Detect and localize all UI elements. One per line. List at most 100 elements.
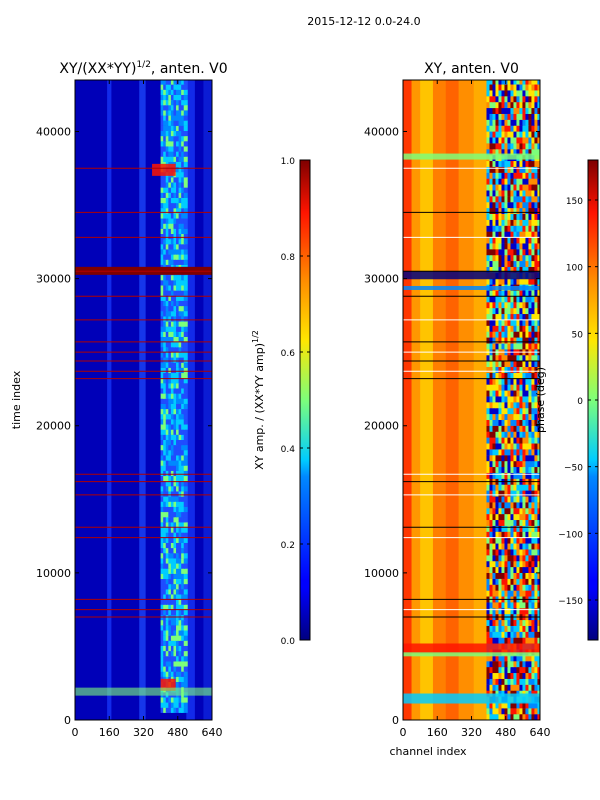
phase-cell — [537, 260, 540, 267]
phase-cell — [531, 525, 535, 532]
phase-cell — [528, 561, 532, 568]
heatmap-cell — [173, 151, 178, 157]
phase-cell — [495, 502, 499, 509]
phase-cell — [519, 543, 523, 550]
phase-cell — [492, 425, 496, 432]
heatmap-cell — [168, 619, 173, 626]
heatmap-cell — [173, 697, 178, 703]
phase-cell — [492, 413, 496, 420]
heatmap-cell — [170, 553, 175, 559]
heatmap-cell — [178, 393, 183, 399]
phase-cell — [510, 296, 514, 303]
heatmap-cell — [168, 434, 173, 440]
phase-cell — [531, 702, 535, 709]
heatmap-cell — [176, 470, 181, 477]
heatmap-cell — [160, 666, 165, 672]
phase-cell — [501, 231, 505, 238]
phase-cell — [495, 714, 499, 720]
phase-cell — [495, 143, 499, 150]
heatmap-cell — [178, 290, 183, 296]
phase-cell — [513, 213, 517, 220]
heatmap-cell — [165, 110, 170, 116]
heatmap-cell — [181, 563, 186, 569]
phase-cell — [495, 308, 499, 315]
heatmap-cell — [163, 141, 168, 147]
heatmap-cell — [168, 625, 173, 631]
phase-cell — [519, 343, 523, 350]
phase-cell — [489, 278, 493, 285]
heatmap-cell — [183, 403, 188, 410]
heatmap-cell — [176, 609, 181, 616]
phase-cell — [504, 637, 508, 644]
heatmap-cell — [176, 377, 181, 384]
heatmap-cell — [173, 213, 178, 219]
phase-cell — [498, 225, 502, 232]
phase-cell — [528, 80, 532, 85]
heatmap-cell — [165, 177, 170, 183]
heatmap-cell — [165, 640, 170, 646]
heatmap-cell — [168, 254, 173, 260]
phase-cell — [492, 278, 496, 285]
heatmap-cell — [168, 362, 173, 368]
heatmap-cell — [181, 146, 186, 152]
phase-cell — [507, 355, 511, 362]
heatmap-cell — [176, 223, 181, 229]
heatmap-cell — [183, 594, 188, 600]
heatmap-cell — [181, 249, 186, 255]
heatmap-cell — [178, 105, 183, 111]
phase-cell — [516, 137, 520, 144]
phase-cell — [525, 566, 529, 573]
heatmap-cell — [168, 233, 173, 240]
phase-cell — [504, 119, 508, 126]
phase-cell — [486, 578, 490, 585]
heatmap-cell — [173, 563, 178, 569]
phase-cell — [498, 202, 502, 209]
phase-cell — [519, 202, 523, 209]
phase-cell — [504, 84, 508, 91]
phase-cell — [486, 461, 490, 468]
phase-cell — [531, 302, 535, 309]
phase-cell — [486, 325, 490, 332]
heatmap-cell — [183, 182, 188, 188]
phase-cell — [507, 249, 511, 256]
phase-cell — [513, 584, 517, 591]
heatmap-cell — [168, 310, 173, 317]
heatmap-cell — [181, 233, 186, 240]
heatmap-cell — [160, 331, 165, 337]
phase-cell — [492, 667, 496, 674]
heatmap-cell — [170, 202, 175, 209]
phase-cell — [516, 255, 520, 262]
phase-cell — [513, 372, 517, 379]
phase-cell — [489, 361, 493, 368]
heatmap-cell — [168, 501, 173, 507]
phase-cell — [522, 667, 526, 674]
phase-cell — [507, 225, 511, 232]
phase-column — [473, 80, 487, 720]
phase-cell — [498, 96, 502, 103]
heatmap-cell — [165, 542, 170, 549]
heatmap-cell — [173, 450, 178, 456]
heatmap-cell — [170, 444, 175, 451]
phase-cell — [519, 566, 523, 573]
heatmap-cell — [173, 321, 178, 327]
phase-cell — [525, 149, 529, 156]
heatmap-cell — [160, 367, 165, 374]
phase-cell — [495, 160, 499, 167]
heatmap-cell — [181, 645, 186, 652]
phase-cell — [513, 531, 517, 538]
phase-cell — [495, 243, 499, 250]
heatmap-cell — [168, 656, 173, 662]
phase-cell — [525, 80, 529, 85]
heatmap-cell — [165, 249, 170, 255]
heatmap-cell — [165, 115, 170, 121]
heatmap-cell — [170, 583, 175, 590]
phase-cell — [504, 561, 508, 568]
heatmap-cell — [176, 645, 181, 652]
heatmap-cell — [163, 486, 168, 492]
phase-cell — [486, 514, 490, 521]
heatmap-cell — [170, 604, 175, 610]
phase-cell — [498, 578, 502, 585]
phase-cell — [534, 202, 538, 209]
heatmap-cell — [170, 450, 175, 456]
phase-cell — [531, 437, 535, 444]
